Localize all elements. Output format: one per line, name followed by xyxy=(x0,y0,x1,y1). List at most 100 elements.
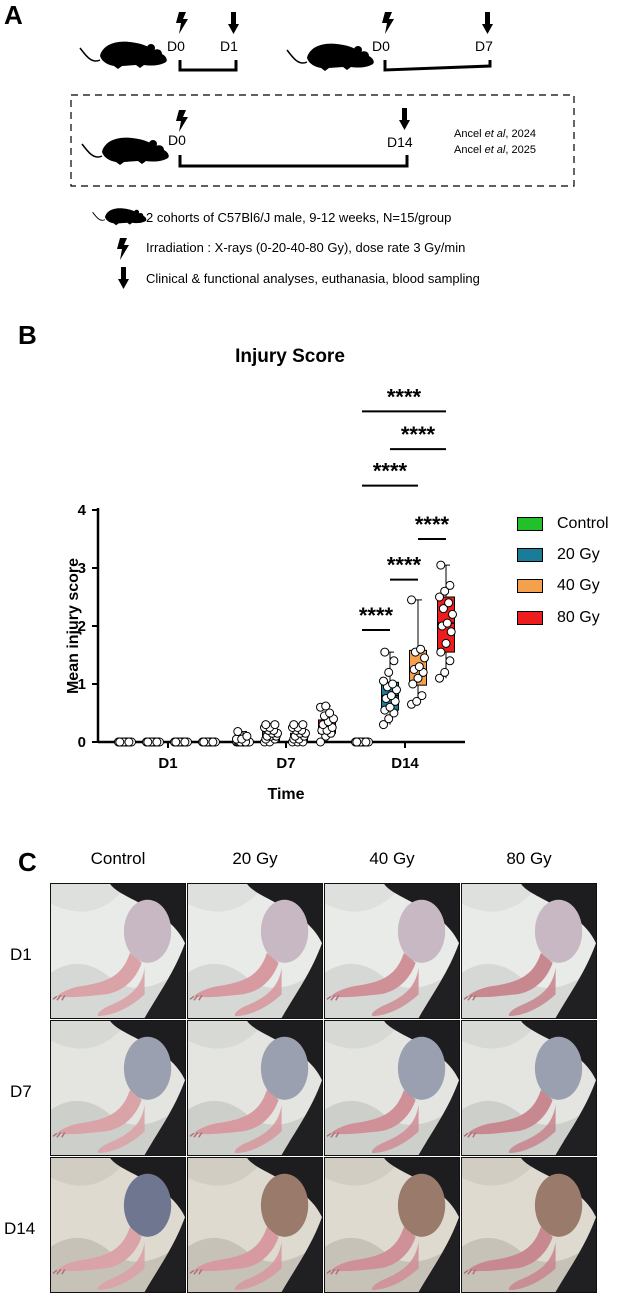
data-point xyxy=(384,667,394,677)
data-point xyxy=(289,720,299,730)
significance-label: **** xyxy=(387,384,422,409)
timeline-day-label: D14 xyxy=(387,134,413,150)
data-point xyxy=(441,638,451,648)
data-point xyxy=(446,627,456,637)
photo-row-title: D7 xyxy=(10,1082,32,1101)
y-tick-label: 2 xyxy=(78,618,86,635)
data-point xyxy=(270,720,280,730)
data-point xyxy=(414,662,424,672)
data-point xyxy=(316,737,325,747)
x-axis-label: Time xyxy=(267,786,304,803)
data-point xyxy=(435,673,444,683)
panel-c-label: C xyxy=(18,847,37,877)
legend-item-control: Control xyxy=(517,515,609,533)
timeline-day-label: D1 xyxy=(220,38,238,54)
lightning-icon xyxy=(176,110,188,132)
lightning-icon xyxy=(382,12,394,34)
data-point xyxy=(417,691,427,701)
data-point xyxy=(408,679,418,689)
mouse-leg-photo xyxy=(461,883,597,1019)
data-point xyxy=(436,560,446,570)
data-point xyxy=(325,708,335,718)
significance-label: **** xyxy=(387,553,422,578)
y-tick-label: 4 xyxy=(78,502,87,519)
data-point xyxy=(389,656,399,666)
data-point xyxy=(416,644,426,654)
data-point xyxy=(233,727,243,737)
significance-label: **** xyxy=(359,603,394,628)
data-point xyxy=(298,720,308,730)
timeline-day-label: D0 xyxy=(168,132,186,148)
x-tick-label: D1 xyxy=(158,755,177,772)
significance-label: **** xyxy=(401,422,436,447)
data-point xyxy=(388,679,398,689)
data-point xyxy=(352,737,362,747)
data-point xyxy=(199,737,209,747)
photo-grid xyxy=(50,883,598,1294)
data-point xyxy=(124,737,134,747)
data-point xyxy=(143,737,153,747)
mouse-leg-photo xyxy=(50,1157,186,1293)
data-point xyxy=(444,598,454,608)
data-point xyxy=(261,720,271,730)
y-tick-label: 1 xyxy=(78,676,86,693)
data-point xyxy=(379,720,388,730)
mouse-leg-photo xyxy=(50,883,186,1019)
data-point xyxy=(242,731,252,741)
data-point xyxy=(385,702,395,712)
photo-row-title: D1 xyxy=(10,945,32,964)
photo-column-title: Control xyxy=(90,849,146,868)
photo-column-title: 20 Gy xyxy=(232,849,278,868)
reference-citation: Ancel et al, 2025 xyxy=(454,144,536,156)
legend-item-80gy: 80 Gy xyxy=(517,609,600,627)
timeline-day-label: D7 xyxy=(475,38,493,54)
mouse-leg-photo xyxy=(324,883,460,1019)
mouse-leg-photo xyxy=(461,1020,597,1156)
mouse-leg-photo xyxy=(187,883,323,1019)
mouse-leg-photo xyxy=(461,1157,597,1293)
data-point xyxy=(171,737,181,747)
timeline-day-label: D0 xyxy=(372,38,390,54)
panel-a-label: A xyxy=(4,0,23,30)
data-point xyxy=(152,737,162,747)
data-point xyxy=(361,737,371,747)
mouse-icon xyxy=(92,207,147,226)
mouse-leg-photo xyxy=(50,1020,186,1156)
mouse-icon xyxy=(79,40,168,70)
down-arrow-icon xyxy=(482,12,493,34)
data-point xyxy=(413,673,423,683)
data-point xyxy=(438,604,448,614)
legend-text-analyses: Clinical & functional analyses, euthanas… xyxy=(146,271,480,286)
down-arrow-icon xyxy=(118,267,129,289)
data-point xyxy=(384,714,394,724)
legend-swatch xyxy=(517,579,543,593)
down-arrow-icon xyxy=(228,12,239,34)
data-point xyxy=(448,609,457,619)
data-point xyxy=(435,592,444,602)
photo-row-title: D14 xyxy=(4,1219,36,1238)
data-point xyxy=(386,691,396,701)
mouse-icon xyxy=(286,42,375,72)
data-point xyxy=(321,701,331,711)
panel-b-label: B xyxy=(18,320,37,350)
legend-item-20gy: 20 Gy xyxy=(517,546,600,564)
chart-title: Injury Score xyxy=(235,346,345,367)
significance-label: **** xyxy=(415,512,450,537)
injury-score-chart: Injury Score 0 1 2 3 4 Mean injury score D1 D7 D1… xyxy=(65,346,465,803)
data-point xyxy=(440,586,450,596)
data-point xyxy=(180,737,190,747)
legend-swatch xyxy=(517,611,543,625)
significance-label: **** xyxy=(373,459,408,484)
lightning-icon xyxy=(176,12,188,34)
legend-text-irradiation: Irradiation : X-rays (0-20-40-80 Gy), do… xyxy=(146,240,466,255)
data-point xyxy=(440,667,450,677)
lightning-icon xyxy=(117,238,129,260)
timeline-day-label: D0 xyxy=(167,38,185,54)
mouse-leg-photo xyxy=(324,1157,460,1293)
reference-citation: Ancel et al, 2024 xyxy=(454,128,536,140)
mouse-leg-photo xyxy=(187,1157,323,1293)
data-point xyxy=(420,653,429,663)
x-tick-label: D14 xyxy=(391,755,419,772)
data-point xyxy=(380,647,390,657)
data-point xyxy=(436,647,446,657)
